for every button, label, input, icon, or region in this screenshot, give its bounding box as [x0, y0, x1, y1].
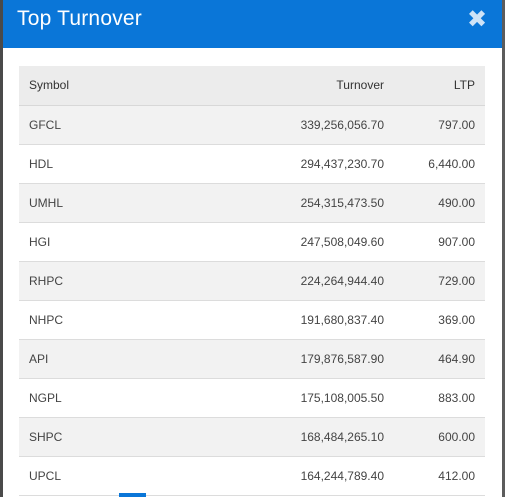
cell-ltp: 412.00 [394, 456, 485, 496]
column-header-symbol[interactable]: Symbol [19, 66, 209, 106]
cell-turnover: 254,315,473.50 [209, 183, 394, 223]
cell-ltp: 797.00 [394, 105, 485, 145]
turnover-table: Symbol Turnover LTP GFCL 339,256,056.70 … [19, 66, 485, 496]
table-row[interactable]: UMHL 254,315,473.50 490.00 [19, 183, 485, 223]
cell-turnover: 294,437,230.70 [209, 144, 394, 184]
cell-turnover: 247,508,049.60 [209, 222, 394, 262]
cell-turnover: 179,876,587.90 [209, 339, 394, 379]
close-icon[interactable]: ✖ [466, 6, 488, 33]
cell-symbol: GFCL [19, 105, 209, 145]
cell-turnover: 339,256,056.70 [209, 105, 394, 145]
cell-turnover: 175,108,005.50 [209, 378, 394, 418]
cell-ltp: 369.00 [394, 300, 485, 340]
table-row[interactable]: GFCL 339,256,056.70 797.00 [19, 105, 485, 145]
cell-ltp: 490.00 [394, 183, 485, 223]
cell-ltp: 600.00 [394, 417, 485, 457]
cell-ltp: 6,440.00 [394, 144, 485, 184]
cell-turnover: 224,264,944.40 [209, 261, 394, 301]
cell-ltp: 907.00 [394, 222, 485, 262]
table-row[interactable]: SHPC 168,484,265.10 600.00 [19, 417, 485, 457]
table-row[interactable]: HGI 247,508,049.60 907.00 [19, 222, 485, 262]
modal-backdrop[interactable] [0, 0, 3, 497]
modal-body: Symbol Turnover LTP GFCL 339,256,056.70 … [19, 66, 485, 496]
cell-ltp: 729.00 [394, 261, 485, 301]
top-turnover-modal: Top Turnover ✖ Symbol Turnover LTP GFCL … [3, 0, 502, 497]
scroll-indicator[interactable] [119, 493, 146, 497]
cell-symbol: UPCL [19, 456, 209, 496]
modal-header: Top Turnover ✖ [3, 0, 502, 48]
cell-ltp: 464.90 [394, 339, 485, 379]
cell-turnover: 168,484,265.10 [209, 417, 394, 457]
table-row[interactable]: API 179,876,587.90 464.90 [19, 339, 485, 379]
column-header-ltp[interactable]: LTP [394, 66, 485, 106]
modal-title: Top Turnover [17, 7, 142, 30]
table-row[interactable]: UPCL 164,244,789.40 412.00 [19, 456, 485, 496]
cell-symbol: SHPC [19, 417, 209, 457]
cell-symbol: UMHL [19, 183, 209, 223]
cell-symbol: API [19, 339, 209, 379]
column-header-turnover[interactable]: Turnover [209, 66, 394, 106]
table-row[interactable]: NHPC 191,680,837.40 369.00 [19, 300, 485, 340]
cell-symbol: RHPC [19, 261, 209, 301]
cell-symbol: HDL [19, 144, 209, 184]
table-row[interactable]: HDL 294,437,230.70 6,440.00 [19, 144, 485, 184]
table-row[interactable]: RHPC 224,264,944.40 729.00 [19, 261, 485, 301]
cell-symbol: NGPL [19, 378, 209, 418]
cell-ltp: 883.00 [394, 378, 485, 418]
table-header-row: Symbol Turnover LTP [19, 66, 485, 106]
cell-turnover: 191,680,837.40 [209, 300, 394, 340]
cell-symbol: NHPC [19, 300, 209, 340]
table-row[interactable]: NGPL 175,108,005.50 883.00 [19, 378, 485, 418]
cell-turnover: 164,244,789.40 [209, 456, 394, 496]
cell-symbol: HGI [19, 222, 209, 262]
